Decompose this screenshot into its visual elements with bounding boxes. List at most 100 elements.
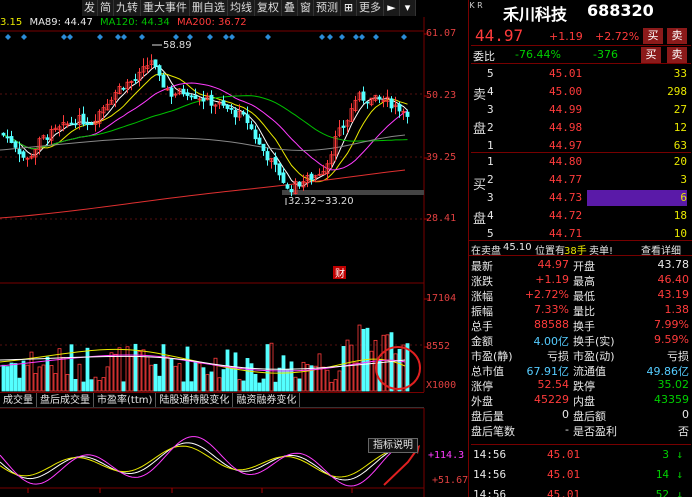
ma60-line	[3, 95, 408, 150]
stat-value: 9.59%	[654, 333, 689, 346]
candle-body	[265, 151, 270, 161]
toolbar-button-moving-average[interactable]: 均线	[228, 0, 255, 16]
stat-value: +2.72%	[524, 288, 569, 301]
stat-label: 涨跌	[471, 275, 493, 288]
sell-level-number: 4	[487, 85, 494, 98]
toolbar-button-jiuzhuan[interactable]: 九转	[114, 0, 141, 16]
toolbar-button-jian[interactable]: 简	[98, 0, 114, 16]
candle-body	[165, 88, 170, 91]
stat-row: 盘后笔数 - 是否盈利 否	[469, 423, 691, 438]
banner-link[interactable]: 查看详细	[641, 246, 681, 257]
volume-bar	[109, 352, 114, 392]
toolbar-button-adjust[interactable]: 复权	[255, 0, 282, 16]
toolbar-button-remove-watchlist[interactable]: 删自选	[190, 0, 228, 16]
tab-volume[interactable]: 成交量	[0, 393, 37, 407]
toolbar-button-overlay[interactable]: 叠	[282, 0, 298, 16]
candle-body	[149, 60, 154, 65]
volume-bar	[201, 367, 206, 392]
stat-label: 内盘	[573, 395, 595, 408]
volume-bar	[69, 344, 74, 392]
buy-level-4[interactable]: 4 44.72 18	[469, 207, 691, 225]
large-order-banner[interactable]: 在卖盘 45.10 位置有 38手 卖单! 查看详细	[469, 240, 692, 257]
chevron-down-icon[interactable]: ▾	[400, 0, 416, 16]
buy-level-5[interactable]: 5 44.71 10	[469, 225, 691, 243]
stat-row: 市盈(静) 亏损 市盈(动) 亏损	[469, 348, 691, 363]
buy-level-price: 44.80	[549, 155, 583, 168]
banner-price: 45.10	[503, 242, 532, 253]
kline-chart-area[interactable]: 发 简 九转 重大事件 删自选 均线 复权 叠 窗 预测 ⊞ 更多 ► ▾ 3.…	[0, 0, 468, 497]
sell-button[interactable]: 卖	[667, 28, 687, 44]
toolbar-button-window[interactable]: 窗	[298, 0, 314, 16]
stat-value: 43359	[654, 393, 689, 406]
candle-body	[61, 122, 66, 126]
down-arrow-icon: ↓	[676, 488, 683, 497]
volume-bar	[369, 350, 374, 392]
buy-level-3[interactable]: 3 44.73 6	[469, 189, 691, 207]
sell-level-4[interactable]: 4 45.00 298	[469, 83, 691, 101]
sell-level-price: 44.98	[549, 121, 583, 134]
stat-value: 4.00亿	[533, 335, 570, 348]
ma-legend-ma89: MA89: 44.47	[29, 17, 93, 28]
stat-label: 盘后量	[471, 410, 504, 423]
volume-bar	[325, 369, 330, 392]
stat-label: 总手	[471, 320, 493, 333]
stat-row: 金额 4.00亿 换手(实) 9.59%	[469, 333, 691, 348]
sell-level-3[interactable]: 3 44.99 27	[469, 101, 691, 119]
high-annotation: 58.89	[163, 40, 192, 51]
volume-bar	[125, 346, 130, 392]
ma120-line	[0, 134, 406, 151]
financial-report-marker[interactable]	[333, 266, 346, 279]
buy-level-1[interactable]: 1 44.80 20	[469, 153, 691, 171]
buy-button[interactable]: 买	[643, 28, 663, 44]
stat-value: 35.02	[657, 378, 690, 391]
stock-code: 688320	[587, 1, 654, 20]
stat-row: 涨停 52.54 跌停 35.02	[469, 378, 691, 393]
buy-level-number: 3	[487, 191, 494, 204]
order-ratio-value: -76.44%	[515, 48, 561, 61]
toolbar-button-major-events[interactable]: 重大事件	[141, 0, 190, 16]
volume-bar	[117, 347, 122, 392]
stat-value: 亏损	[547, 350, 569, 363]
volume-bar	[205, 374, 210, 392]
event-diamond-icon	[67, 34, 73, 40]
banner-prefix: 在卖盘	[471, 246, 501, 257]
stat-value: 49.86亿	[646, 365, 690, 378]
candle-body	[145, 65, 150, 70]
buy-level-price: 44.72	[549, 209, 583, 222]
candle-body	[269, 158, 274, 162]
candle-body	[121, 87, 126, 90]
order-diff-value: -376	[593, 48, 618, 61]
sell-level-1[interactable]: 1 44.97 63	[469, 137, 691, 155]
volume-bar	[181, 381, 186, 392]
candle-body	[229, 108, 234, 110]
buy-button-2[interactable]: 买	[641, 47, 661, 63]
toolbar-button-fa[interactable]: 发	[82, 0, 98, 16]
arrow-right-icon[interactable]: ►	[384, 0, 400, 16]
sell-level-volume: 298	[667, 85, 687, 98]
buy-level-number: 1	[487, 155, 494, 168]
ma-legend-first: 3.15	[0, 17, 23, 28]
volume-bar	[105, 366, 110, 392]
grid-icon[interactable]: ⊞	[341, 0, 357, 16]
sell-button-2[interactable]: 卖	[667, 47, 687, 63]
volume-bar	[265, 344, 270, 392]
sell-level-5[interactable]: 5 45.01 33	[469, 65, 691, 83]
sell-level-2[interactable]: 2 44.98 12	[469, 119, 691, 137]
toolbar-button-forecast[interactable]: 预测	[314, 0, 341, 16]
stat-label: 振幅	[471, 305, 493, 318]
volume-ma-lines	[0, 348, 406, 374]
indicator-help-button[interactable]: 指标说明	[368, 438, 418, 453]
candle-body	[53, 127, 58, 131]
candle-body	[93, 120, 98, 125]
toolbar-button-more[interactable]: 更多	[357, 0, 384, 16]
tab-pe-ttm[interactable]: 市盈率(ttm)	[94, 393, 157, 407]
stat-value: 7.33%	[534, 303, 569, 316]
financial-report-label: 财	[335, 267, 345, 280]
ma-legend: 3.15 MA89: 44.47 MA120: 44.34 MA200: 36.…	[0, 17, 251, 31]
tab-after-hours-volume[interactable]: 盘后成交量	[37, 393, 94, 407]
tab-northbound-holdings[interactable]: 陆股通持股变化	[156, 393, 234, 407]
volume-axis-label-2: 8552	[426, 341, 451, 352]
volume-bar	[249, 363, 254, 392]
buy-level-2[interactable]: 2 44.77 3	[469, 171, 691, 189]
tab-margin-trading[interactable]: 融资融券变化	[233, 393, 301, 407]
